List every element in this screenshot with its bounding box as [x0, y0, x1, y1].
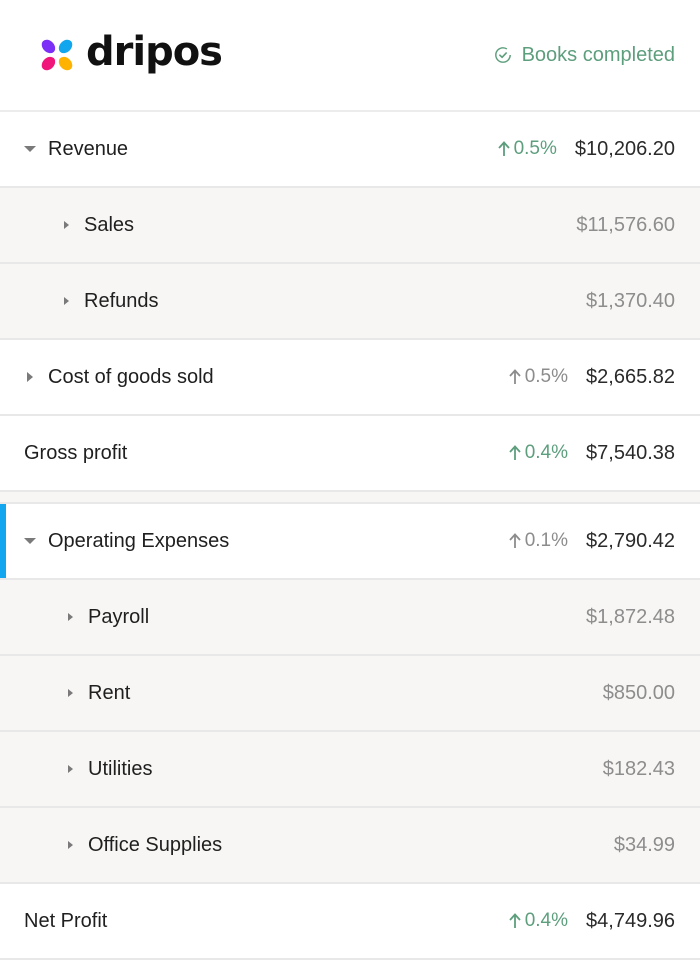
logo[interactable]: dripos — [38, 29, 223, 75]
row-amount: $182.43 — [602, 757, 675, 780]
row-label: Payroll — [88, 605, 150, 628]
row-amount: $7,540.38 — [586, 441, 675, 464]
row-label: Utilities — [88, 757, 153, 780]
row-operating-expenses[interactable]: Operating Expenses 0.1% $2,790.42 — [0, 504, 700, 580]
row-label: Refunds — [84, 289, 159, 312]
row-amount: $4,749.96 — [586, 909, 675, 932]
arrow-up-icon — [509, 445, 521, 460]
row-amount: $2,665.82 — [586, 365, 675, 388]
app-header: dripos Books completed — [0, 0, 700, 112]
change-percent: 0.4% — [508, 910, 568, 932]
row-amount: $10,206.20 — [574, 137, 675, 160]
arrow-up-icon — [509, 369, 521, 384]
row-cost-of-goods-sold[interactable]: Cost of goods sold 0.5% $2,665.82 — [0, 340, 700, 416]
caret-down-icon[interactable] — [12, 146, 48, 152]
row-label: Rent — [88, 681, 131, 704]
row-gross-profit: Gross profit 0.4% $7,540.38 — [0, 416, 700, 492]
row-label: Sales — [84, 213, 135, 236]
row-label: Revenue — [48, 137, 129, 160]
caret-right-icon[interactable] — [52, 689, 88, 697]
books-status: Books completed — [494, 44, 675, 67]
row-label: Operating Expenses — [48, 529, 230, 552]
caret-right-icon[interactable] — [52, 613, 88, 621]
dripos-logo-icon — [41, 39, 73, 71]
row-label: Gross profit — [24, 441, 128, 464]
section-divider — [0, 492, 700, 504]
row-rent[interactable]: Rent $850.00 — [0, 656, 700, 732]
row-utilities[interactable]: Utilities $182.43 — [0, 732, 700, 808]
arrow-up-icon — [509, 533, 521, 548]
row-amount: $34.99 — [613, 833, 675, 856]
check-circle-icon — [494, 47, 511, 63]
row-refunds[interactable]: Refunds $1,370.40 — [0, 264, 700, 340]
caret-right-icon[interactable] — [52, 765, 88, 773]
change-percent: 0.1% — [508, 530, 568, 552]
row-revenue[interactable]: Revenue 0.5% $10,206.20 — [0, 112, 700, 188]
row-amount: $850.00 — [602, 681, 675, 704]
books-status-text: Books completed — [521, 43, 675, 66]
row-label: Net Profit — [24, 909, 108, 932]
brand-name: dripos — [86, 29, 223, 75]
row-amount: $2,790.42 — [586, 529, 675, 552]
change-percent: 0.4% — [508, 442, 568, 464]
change-percent: 0.5% — [497, 138, 557, 160]
row-label: Cost of goods sold — [48, 365, 214, 388]
arrow-up-icon — [497, 141, 510, 156]
row-net-profit: Net Profit 0.4% $4,749.96 — [0, 884, 700, 960]
row-amount: $1,872.48 — [586, 605, 675, 628]
caret-right-icon[interactable] — [48, 221, 84, 229]
row-label: Office Supplies — [88, 833, 223, 856]
caret-down-icon[interactable] — [12, 538, 48, 544]
caret-right-icon[interactable] — [52, 841, 88, 849]
row-office-supplies[interactable]: Office Supplies $34.99 — [0, 808, 700, 884]
row-payroll[interactable]: Payroll $1,872.48 — [0, 580, 700, 656]
change-percent: 0.5% — [508, 366, 568, 388]
row-amount: $1,370.40 — [586, 289, 675, 312]
row-sales[interactable]: Sales $11,576.60 — [0, 188, 700, 264]
row-amount: $11,576.60 — [576, 213, 675, 236]
caret-right-icon[interactable] — [48, 297, 84, 305]
arrow-up-icon — [509, 913, 521, 928]
caret-right-icon[interactable] — [12, 372, 48, 382]
active-indicator — [0, 504, 6, 578]
